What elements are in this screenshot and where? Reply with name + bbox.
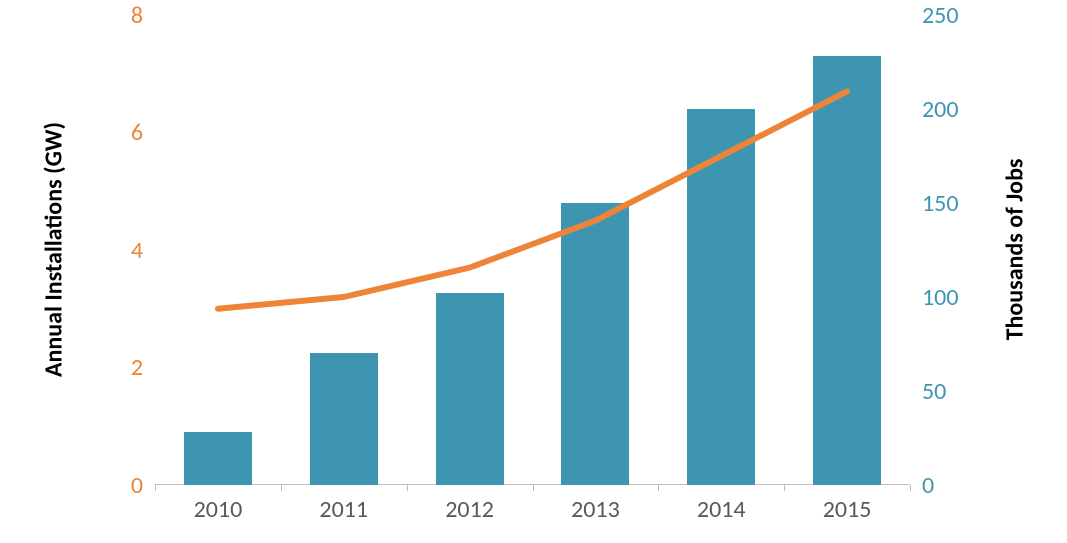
x-tick-mark [281,485,282,491]
y-left-tick-label: 2 [131,353,143,382]
line-series [155,15,910,485]
x-tick-label: 2014 [697,495,746,524]
x-tick-label: 2012 [445,495,494,524]
x-tick-mark [533,485,534,491]
bar [310,353,378,485]
x-tick-label: 2010 [194,495,243,524]
x-tick-mark [407,485,408,491]
y-right-tick-label: 50 [922,377,946,406]
y-right-tick-label: 100 [922,283,959,312]
x-tick-label: 2015 [823,495,872,524]
y-left-tick-label: 4 [131,236,143,265]
y-right-tick-label: 0 [922,471,934,500]
x-tick-mark [155,485,156,491]
y-left-tick-labels: 02468 [0,15,143,485]
y-left-tick-label: 0 [131,471,143,500]
bar [813,56,881,485]
bar [687,109,755,485]
x-tick-label: 2013 [571,495,620,524]
y-left-tick-label: 6 [131,118,143,147]
x-tick-labels: 2010 2011 2012 2013 2014 2015 [155,495,910,535]
x-tick-mark [658,485,659,491]
dual-axis-bar-line-chart: Annual Installations (GW) Thousands of J… [0,0,1067,543]
x-tick-mark [910,485,911,491]
bar [184,432,252,485]
x-tick-mark [784,485,785,491]
y-right-tick-label: 200 [922,95,959,124]
x-tick-label: 2011 [319,495,368,524]
y-right-axis-title: Thousands of Jobs [1001,100,1030,400]
plot-area [155,15,910,485]
y-right-tick-labels: 050100150200250 [922,15,1002,485]
y-right-tick-label: 250 [922,1,959,30]
y-right-tick-label: 150 [922,189,959,218]
bar [436,293,504,485]
bar [561,203,629,485]
y-left-tick-label: 8 [131,1,143,30]
